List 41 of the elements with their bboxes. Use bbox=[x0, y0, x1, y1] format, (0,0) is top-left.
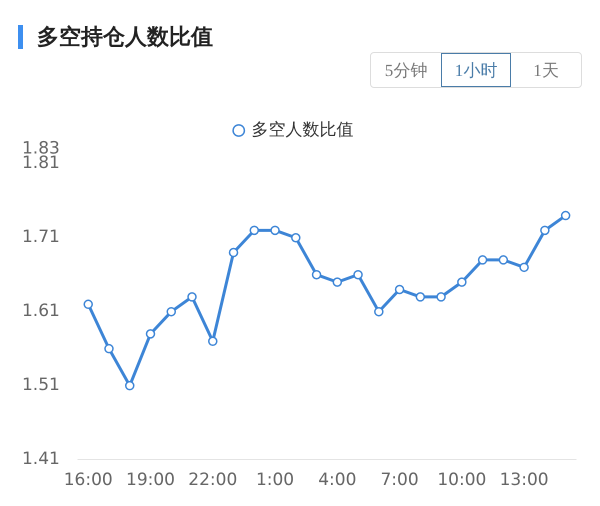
y-tick-label: 1.41 bbox=[22, 449, 60, 470]
point bbox=[146, 329, 156, 339]
x-tick-label: 22:00 bbox=[188, 470, 238, 490]
x-tick-label: 10:00 bbox=[437, 470, 486, 490]
point bbox=[498, 255, 508, 265]
y-tick-label: 1.71 bbox=[22, 227, 60, 248]
chart-title: 多空持仓人数比值 bbox=[37, 24, 213, 52]
text: 1天 bbox=[532, 60, 560, 82]
x-tick-label: 19:00 bbox=[126, 470, 175, 490]
point bbox=[560, 210, 570, 220]
y-tick-label: 1.61 bbox=[22, 301, 60, 322]
point bbox=[124, 380, 134, 390]
point bbox=[416, 292, 426, 302]
point bbox=[166, 306, 176, 316]
x-tick-label: 1:00 bbox=[256, 470, 294, 490]
point bbox=[83, 300, 93, 310]
point bbox=[291, 232, 301, 242]
text: 1小时 bbox=[441, 53, 511, 87]
x-tick-label: 7:00 bbox=[380, 470, 419, 490]
x-tick-label: 16:00 bbox=[64, 470, 113, 490]
point bbox=[457, 277, 467, 287]
point bbox=[104, 344, 114, 354]
point bbox=[540, 226, 550, 236]
y-tick-label: 1.51 bbox=[22, 375, 60, 396]
point bbox=[394, 284, 404, 294]
legend-label: 多空人数比值 bbox=[251, 120, 354, 140]
point bbox=[436, 292, 446, 302]
point bbox=[353, 270, 363, 280]
point bbox=[250, 226, 260, 236]
x-tick-label: 13:00 bbox=[500, 470, 549, 490]
point bbox=[187, 292, 197, 302]
point bbox=[478, 255, 488, 265]
text: 5分钟 bbox=[384, 60, 428, 82]
point bbox=[228, 248, 238, 258]
x-tick-label: 4:00 bbox=[318, 470, 356, 490]
point bbox=[208, 336, 218, 346]
point bbox=[332, 277, 342, 287]
point bbox=[270, 226, 280, 236]
point bbox=[312, 270, 322, 280]
point bbox=[374, 306, 384, 316]
point bbox=[519, 262, 529, 272]
